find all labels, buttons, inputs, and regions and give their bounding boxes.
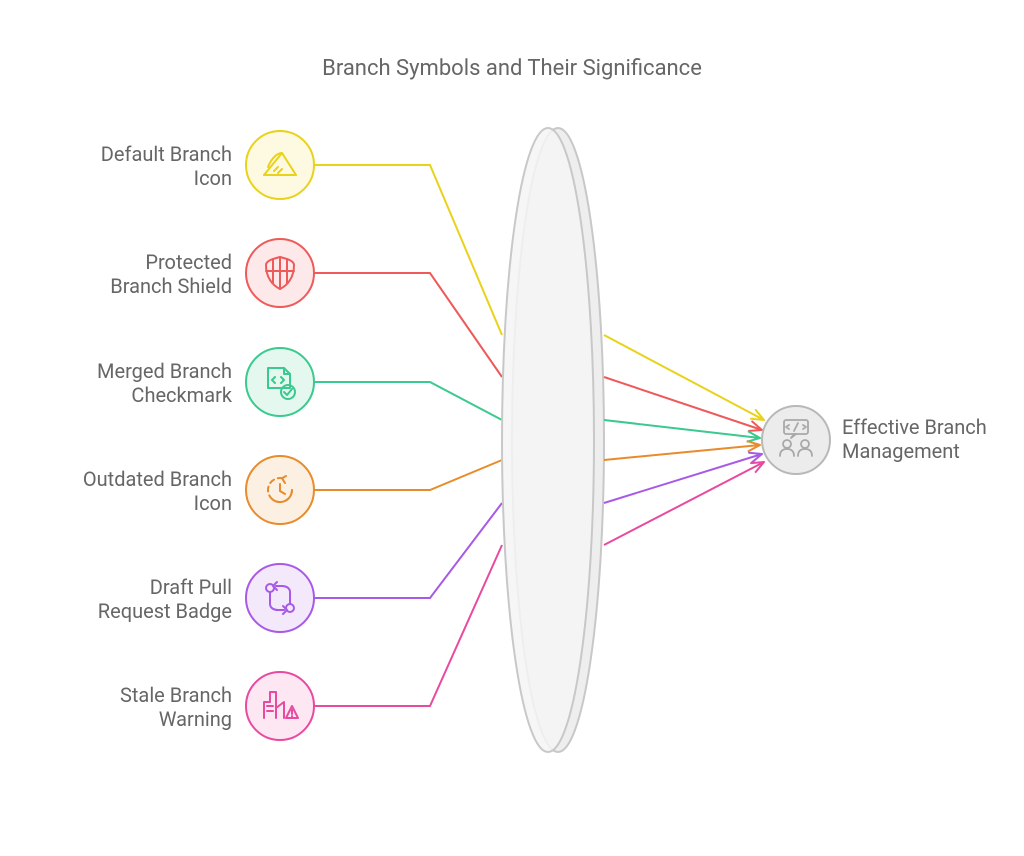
connector-protected-branch-behind bbox=[314, 273, 502, 377]
label-merged-branch-l1: Merged Branch bbox=[97, 359, 232, 383]
label-outdated-branch-l1: Outdated Branch bbox=[83, 467, 232, 491]
result-label-l1: Effective Branch bbox=[842, 415, 987, 439]
connector-lines-behind bbox=[314, 165, 502, 706]
connector-draft-pr-front bbox=[604, 454, 762, 503]
label-protected-branch-l1: Protected bbox=[145, 250, 232, 274]
label-default-branch-l2: Icon bbox=[194, 166, 232, 190]
result-circle bbox=[762, 406, 830, 474]
source-items: Default BranchIconProtectedBranch Shield… bbox=[83, 131, 314, 740]
connector-merged-branch-front bbox=[604, 420, 760, 438]
node-draft-pr bbox=[246, 564, 314, 632]
label-draft-pr-l2: Request Badge bbox=[98, 599, 232, 623]
label-protected-branch-l2: Branch Shield bbox=[110, 274, 232, 298]
label-merged-branch-l2: Checkmark bbox=[131, 383, 232, 407]
connector-stale-branch-behind bbox=[314, 545, 502, 706]
connector-outdated-branch-behind bbox=[314, 460, 502, 490]
connector-lines-front bbox=[604, 335, 766, 545]
result-label-l2: Management bbox=[842, 439, 960, 463]
connector-draft-pr-behind bbox=[314, 503, 502, 598]
connector-outdated-branch-front bbox=[604, 445, 760, 460]
label-draft-pr-l1: Draft Pull bbox=[150, 575, 232, 599]
label-default-branch-l1: Default Branch bbox=[101, 142, 232, 166]
label-stale-branch-l2: Warning bbox=[159, 707, 232, 731]
diagram-title: Branch Symbols and Their Significance bbox=[322, 56, 702, 81]
connector-default-branch-front bbox=[604, 335, 764, 420]
diagram-canvas: Branch Symbols and Their Significance De… bbox=[0, 0, 1024, 856]
result-node: Effective BranchManagement bbox=[762, 406, 987, 474]
connector-default-branch-behind bbox=[314, 165, 502, 335]
connector-merged-branch-behind bbox=[314, 382, 502, 420]
label-stale-branch-l1: Stale Branch bbox=[120, 683, 232, 707]
connector-stale-branch-front bbox=[604, 462, 764, 545]
node-merged-branch bbox=[246, 348, 314, 416]
node-default-branch bbox=[246, 131, 314, 199]
label-outdated-branch-l2: Icon bbox=[194, 491, 232, 515]
lens-shape bbox=[502, 128, 604, 752]
